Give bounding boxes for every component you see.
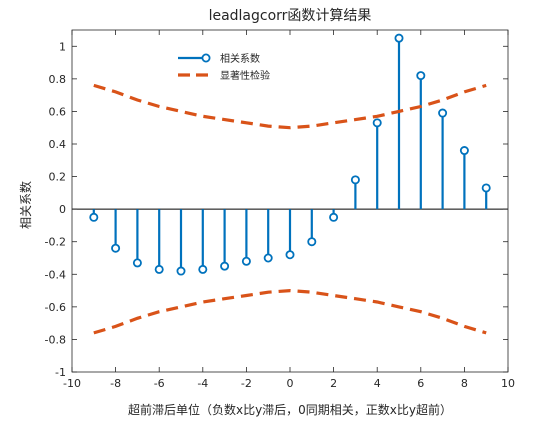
y-tick-label: -0.4: [45, 268, 66, 281]
legend-entry-label: 显著性检验: [220, 69, 270, 82]
legend-marker: [201, 53, 211, 63]
x-tick-label: 8: [461, 377, 468, 390]
stem-marker: [438, 108, 448, 118]
y-tick-label: 1: [59, 40, 66, 53]
legend-entry-label: 相关系数: [220, 52, 260, 65]
x-tick-label: -8: [110, 377, 121, 390]
stem-marker: [350, 175, 360, 185]
stem-marker: [220, 261, 230, 271]
stem-marker: [329, 212, 339, 222]
stem-marker: [307, 237, 317, 247]
stem-marker: [372, 118, 382, 128]
stem-marker: [241, 256, 251, 266]
y-tick-label: -0.6: [45, 301, 66, 314]
chart-title: leadlagcorr函数计算结果: [209, 8, 372, 24]
y-tick-label: -1: [55, 366, 66, 379]
stem-marker: [459, 146, 469, 156]
y-tick-label: 0.6: [49, 105, 67, 118]
stem-marker: [285, 250, 295, 260]
y-tick-label: 0.2: [49, 171, 67, 184]
x-tick-label: 10: [501, 377, 515, 390]
x-tick-label: -4: [197, 377, 208, 390]
x-tick-label: 4: [374, 377, 381, 390]
stem-marker: [154, 264, 164, 274]
x-tick-label: -2: [241, 377, 252, 390]
y-tick-label: 0.8: [49, 73, 67, 86]
stem-marker: [416, 71, 426, 81]
stem-marker: [481, 183, 491, 193]
series-layer: [89, 33, 491, 335]
x-axis-label: 超前滞后单位（负数x比y滞后，0同期相关，正数x比y超前）: [128, 402, 452, 417]
significance-line-2: [93, 288, 487, 335]
y-axis-label: 相关系数: [18, 181, 33, 229]
stem-marker: [111, 243, 121, 253]
x-tick-label: -10: [63, 377, 81, 390]
y-tick-label: 0.4: [49, 138, 67, 151]
x-tick-label: 6: [417, 377, 424, 390]
y-tick-label: -0.8: [45, 333, 66, 346]
stem-marker: [176, 266, 186, 276]
stem-marker: [89, 212, 99, 222]
x-tick-label: -6: [154, 377, 165, 390]
stem-marker: [198, 264, 208, 274]
y-tick-label: 0: [59, 203, 66, 216]
axes-layer: -10 -8 -6 -4 -2 0 2 4 6 8 10 -1 -0.8 -0.6 -0.4 -0.2 0 0.2…: [45, 29, 515, 390]
stem-marker: [132, 258, 142, 268]
x-tick-label: 0: [287, 377, 294, 390]
stem-marker: [394, 33, 404, 43]
y-tick-label: -0.2: [45, 236, 66, 249]
significance-line-1: [93, 83, 487, 130]
stem-marker: [263, 253, 273, 263]
x-tick-label: 2: [330, 377, 337, 390]
